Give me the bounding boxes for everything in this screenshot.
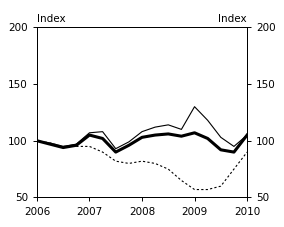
Text: Index: Index	[37, 14, 66, 24]
Text: Index: Index	[218, 14, 247, 24]
